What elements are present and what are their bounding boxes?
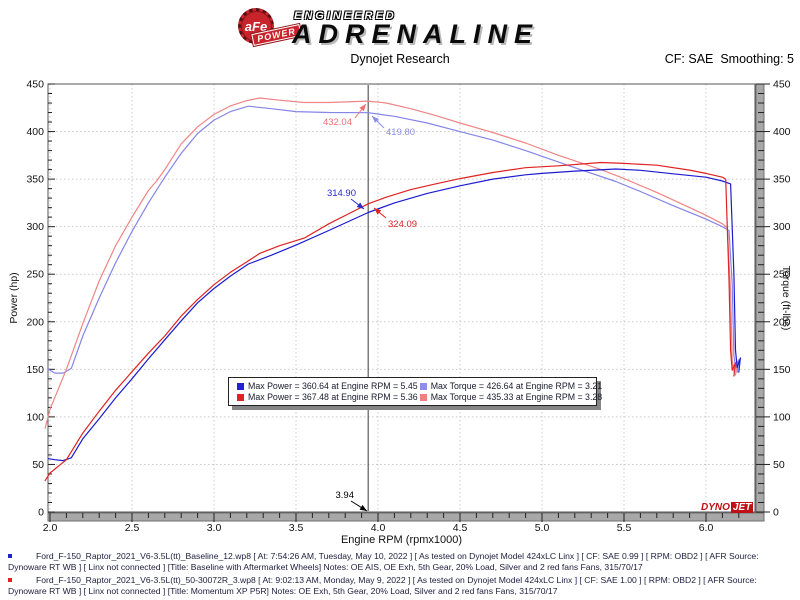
brand-adrenaline-text: ADRENALINE: [292, 19, 540, 49]
rpm-tick-label: 3.0: [207, 522, 222, 534]
power-tick-label: 450: [26, 79, 44, 91]
annotation-arrowhead: [374, 208, 382, 215]
afe-gear-logo-icon: aFe: [238, 8, 274, 44]
torque-tick-label: 100: [773, 411, 791, 423]
torque-tick-label: 400: [773, 126, 791, 138]
power-tick-label: 100: [26, 411, 44, 423]
run-entry-text: Ford_F-150_Raptor_2021_V6-3.5L(tt)_50-30…: [8, 575, 757, 596]
run-list: Ford_F-150_Raptor_2021_V6-3.5L(tt)_Basel…: [0, 551, 800, 599]
torque-tick-label: 300: [773, 221, 791, 233]
rpm-tick-label: 4.0: [371, 522, 386, 534]
rpm-tick-label: 5.5: [617, 522, 632, 534]
torque-tick-label: 350: [773, 174, 791, 186]
afe-brand-logo: aFe POWER ENGINEERED ADRENALINE: [236, 2, 616, 50]
torque-tick-label: 150: [773, 364, 791, 376]
legend-swatch-icon: [419, 382, 427, 390]
rpm-tick-label: 4.5: [453, 522, 468, 534]
brand-engineered-text: ENGINEERED: [294, 10, 397, 22]
legend-item: Max Torque = 426.64 at Engine RPM = 3.21: [419, 381, 603, 391]
legend: Max Power = 360.64 at Engine RPM = 5.45 M…: [228, 377, 602, 406]
cursor-value-label: 432.04: [323, 117, 352, 128]
power-tick-label: 0: [38, 507, 44, 519]
annotation-arrowhead: [356, 202, 364, 209]
curve-baseline-power-hp-: [47, 168, 742, 462]
rpm-tick-label: 2.0: [43, 522, 58, 534]
run-entry-momentum: Ford_F-150_Raptor_2021_V6-3.5L(tt)_50-30…: [0, 575, 800, 597]
run-bullet-icon: [8, 554, 12, 558]
cursor-value-label: 419.80: [386, 127, 415, 138]
rpm-tick-label: 3.5: [289, 522, 304, 534]
torque-tick-label: 450: [773, 79, 791, 91]
plot-border: [47, 83, 756, 513]
legend-item-text: Max Torque = 435.33 at Engine RPM = 3.28: [430, 392, 603, 402]
torque-tick-label: 0: [773, 507, 779, 519]
legend-item: Max Power = 360.64 at Engine RPM = 5.45: [237, 381, 418, 391]
annotation-arrowhead: [359, 504, 367, 511]
power-tick-label: 300: [26, 221, 44, 233]
cursor-value-label: 324.09: [388, 219, 417, 230]
torque-tick-label: 200: [773, 316, 791, 328]
run-entry-baseline: Ford_F-150_Raptor_2021_V6-3.5L(tt)_Basel…: [0, 551, 800, 573]
legend-swatch-icon: [237, 393, 244, 401]
power-tick-label: 400: [26, 126, 44, 138]
x-axis-title: Engine RPM (rpmx1000): [341, 534, 462, 546]
power-tick-label: 150: [26, 364, 44, 376]
dynojet-watermark-dyno: DYNO: [701, 501, 730, 513]
torque-axis-label: Torque (ft-lbs): [780, 265, 792, 331]
power-tick-label: 200: [26, 316, 44, 328]
torque-tick-label: 50: [773, 459, 785, 471]
power-axis-label: Power (hp): [8, 272, 20, 324]
power-tick-label: 250: [26, 269, 44, 281]
rpm-tick-label: 5.0: [535, 522, 550, 534]
rpm-tick-label: 2.5: [125, 522, 140, 534]
curve-baseline-torque-ft-lbs-: [47, 105, 740, 374]
chart-title: Dynojet Research: [350, 52, 450, 66]
dynojet-watermark-jet: JET: [730, 501, 754, 513]
cf-smoothing-label: CF: SAE Smoothing: 5: [664, 52, 794, 66]
power-tick-label: 50: [32, 459, 44, 471]
cursor-value-label: 314.90: [327, 188, 356, 199]
legend-item-text: Max Torque = 426.64 at Engine RPM = 3.21: [430, 381, 603, 391]
legend-item-text: Max Power = 360.64 at Engine RPM = 5.45: [248, 381, 418, 391]
torque-tick-label: 250: [773, 269, 791, 281]
legend-swatch-icon: [237, 382, 244, 390]
cursor-value-label: 3.94: [336, 490, 355, 501]
legend-item: Max Power = 367.48 at Engine RPM = 5.36: [237, 392, 418, 402]
curve-momentum-xp-torque-ft-lbs-: [44, 97, 738, 429]
run-bullet-icon: [8, 578, 12, 582]
annotation-arrowhead: [372, 116, 379, 123]
legend-item: Max Torque = 435.33 at Engine RPM = 3.28: [419, 392, 603, 402]
y-axis-bar: [755, 83, 765, 514]
run-entry-text: Ford_F-150_Raptor_2021_V6-3.5L(tt)_Basel…: [8, 551, 759, 572]
dynojet-watermark: DYNO JET: [701, 501, 754, 513]
power-tick-label: 350: [26, 174, 44, 186]
annotation-arrowhead: [359, 104, 366, 112]
rpm-tick-label: 6.0: [699, 522, 714, 534]
x-axis-bar: [47, 512, 765, 522]
legend-item-text: Max Power = 367.48 at Engine RPM = 5.36: [248, 392, 418, 402]
legend-swatch-icon: [419, 393, 427, 401]
